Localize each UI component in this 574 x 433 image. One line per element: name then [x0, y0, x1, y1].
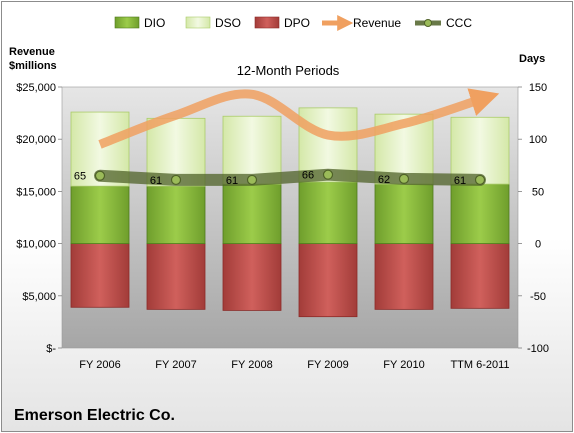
ccc-point [170, 174, 182, 186]
ccc-data-label: 61 [150, 175, 162, 187]
bar-dpo [450, 243, 510, 309]
legend-label-revenue: Revenue [353, 16, 401, 30]
legend-label-dio: DIO [144, 16, 165, 30]
ccc-point [398, 173, 410, 184]
category-label: FY 2010 [383, 359, 424, 371]
series-lines [94, 88, 500, 186]
legend-label-ccc: CCC [446, 16, 472, 30]
left-axis-title-line2: $millions [9, 60, 57, 72]
ccc-data-label: 61 [226, 175, 238, 187]
ccc-point [246, 174, 258, 186]
ccc-data-label: 65 [74, 171, 86, 183]
chart-title: 12-Month Periods [237, 63, 340, 78]
right-axis-tick-label: 50 [532, 186, 544, 198]
ccc-point [474, 174, 486, 186]
right-axis-tick-label: 100 [529, 134, 547, 146]
right-axis-tick-label: -100 [527, 343, 549, 355]
bar-dpo [298, 243, 358, 318]
bar-dio [450, 183, 510, 244]
plot-area [61, 86, 519, 349]
bar-dpo [146, 243, 206, 310]
legend-swatch-ccc-marker [424, 19, 432, 27]
left-axis-tick-label: $25,000 [16, 82, 56, 94]
bar-dio [374, 183, 434, 244]
left-axis-tick-label: $- [46, 343, 56, 355]
ccc-point [322, 169, 334, 180]
legend-swatch-dio [114, 16, 140, 29]
legend-item-dso: DSO [185, 16, 241, 30]
bar-dpo [374, 243, 434, 310]
legend-item-ccc: CCC [415, 16, 472, 30]
revenue-line [98, 88, 500, 149]
left-axis-tick-label: $15,000 [16, 186, 56, 198]
category-label: FY 2007 [155, 359, 196, 371]
legend-item-revenue: Revenue [322, 14, 401, 32]
legend: DIO DSO DPO Revenue CCC [114, 14, 472, 32]
ccc-data-label: 61 [454, 175, 466, 187]
bar-dpo [70, 243, 130, 308]
category-label: FY 2009 [307, 359, 348, 371]
left-axis-tick-label: $20,000 [16, 134, 56, 146]
ccc-line [94, 168, 486, 186]
left-axis-title-line1: Revenue [9, 46, 55, 58]
legend-item-dio: DIO [114, 16, 165, 30]
ccc-data-label: 66 [302, 170, 314, 182]
left-axis-tick-label: $10,000 [16, 239, 56, 251]
bar-dio [146, 185, 206, 244]
left-axis-tick-label: $5,000 [22, 291, 56, 303]
data-labels: 65 61 61 66 62 61 [74, 170, 466, 187]
category-label: TTM 6-2011 [450, 359, 509, 371]
legend-label-dpo: DPO [284, 16, 310, 30]
category-label: FY 2008 [231, 359, 272, 371]
right-axis-tick-label: 150 [529, 82, 547, 94]
bar-dio [298, 181, 358, 244]
bar-dio [70, 185, 130, 244]
right-axis-tick-label: 0 [535, 239, 541, 251]
ccc-data-label: 62 [378, 174, 390, 186]
legend-label-dso: DSO [215, 16, 241, 30]
category-label: FY 2006 [79, 359, 120, 371]
legend-swatch-dso [185, 16, 211, 29]
right-axis-title: Days [519, 53, 545, 65]
ccc-point [94, 170, 106, 181]
right-axis-tick-label: -50 [530, 291, 546, 303]
legend-swatch-dpo [254, 16, 280, 29]
company-name: Emerson Electric Co. [14, 407, 175, 424]
axes: $- $5,000 $10,000 $15,000 $20,000 $25,000 -100… [16, 82, 549, 371]
bar-dio [222, 183, 282, 244]
bar-dpo [222, 243, 282, 311]
legend-item-dpo: DPO [254, 16, 310, 30]
